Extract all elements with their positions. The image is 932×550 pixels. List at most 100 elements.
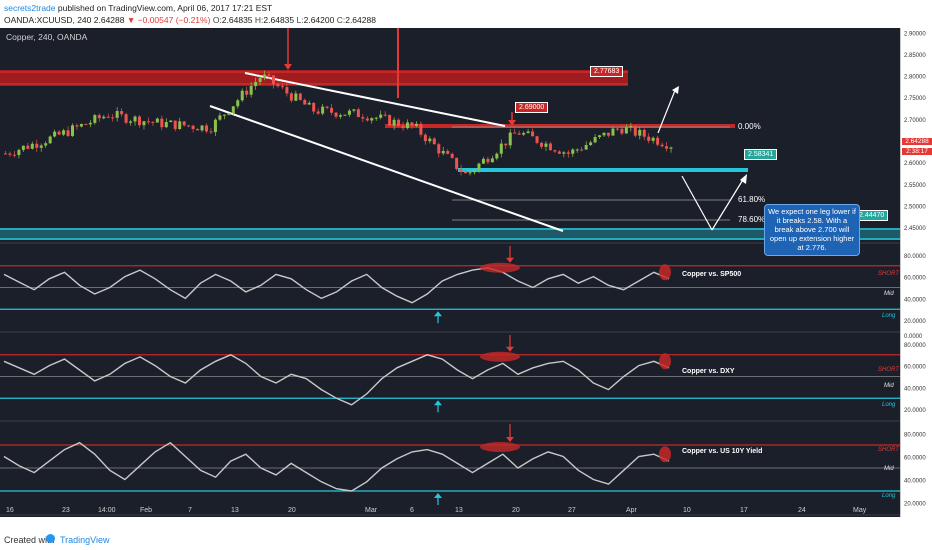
candle-body — [571, 149, 575, 154]
candle-body — [361, 117, 365, 119]
candle-body — [406, 122, 409, 129]
candle-body — [508, 132, 512, 146]
candle-body — [397, 119, 401, 126]
candle-body — [651, 137, 655, 141]
candle-body — [423, 134, 427, 142]
candle-body — [562, 152, 566, 154]
overbought-highlight — [659, 446, 671, 463]
candle-body — [124, 114, 128, 123]
candle-body — [526, 131, 530, 134]
candle-body — [473, 170, 476, 173]
candle-body — [169, 120, 173, 123]
time-tick-label: 20 — [288, 507, 296, 514]
candle-body — [79, 124, 83, 127]
candle-body — [93, 115, 97, 123]
long-label-1: Long — [882, 313, 896, 319]
candle-body — [30, 143, 34, 149]
price-series — [4, 70, 673, 176]
candle-body — [401, 125, 405, 129]
candle-body — [410, 122, 414, 126]
mid-label-1: Mid — [884, 291, 894, 297]
time-tick-label: 24 — [798, 507, 806, 514]
lower-trendline — [209, 105, 564, 232]
price-axis[interactable]: 80.0000 60.0000 40.0000 20.0000 0.0000 80.000… — [900, 28, 932, 517]
time-tick-label: May — [853, 507, 867, 514]
tradingview-link[interactable]: TradingView — [60, 535, 110, 545]
candle-body — [312, 102, 316, 112]
countdown-marker: 2:38:17 — [902, 148, 932, 155]
osc-title-dxy: Copper vs. DXY — [682, 368, 735, 375]
price-label-2-58341: 2.58341 — [744, 149, 778, 160]
candle-body — [289, 93, 293, 101]
open-value: 2.64835 — [221, 15, 253, 25]
time-tick-label: 7 — [188, 507, 192, 514]
candle-body — [441, 150, 445, 154]
candle-body — [370, 118, 374, 121]
short-label-1: SHORT — [878, 271, 899, 277]
candle-body — [321, 106, 325, 114]
candle-body — [173, 120, 177, 130]
candle-body — [263, 74, 267, 78]
candle-body — [499, 143, 503, 154]
candle-body — [598, 135, 602, 138]
candle-body — [129, 121, 133, 123]
osc-tick-label: 80.0000 — [904, 343, 926, 349]
candle-body — [218, 115, 222, 120]
candle-body — [48, 136, 52, 144]
candle-body — [115, 111, 119, 118]
candle-body — [575, 149, 579, 151]
candle-body — [428, 138, 432, 142]
candle-body — [414, 123, 418, 126]
candle-body — [88, 122, 92, 125]
candle-body — [647, 136, 651, 141]
price-tick-label: 2.85000 — [904, 53, 926, 59]
candle-body — [557, 151, 561, 154]
candle-body — [374, 117, 378, 119]
candle-body — [160, 118, 164, 128]
candle-body — [517, 133, 521, 135]
candle-body — [272, 75, 275, 85]
high-label: H: — [254, 15, 264, 25]
chart-canvas[interactable]: 16 23 14:00 Feb 7 13 20 Mar 6 13 20 27 Apr 10 17 24 May … — [0, 28, 900, 517]
candle-body — [584, 145, 588, 150]
resistance-zone — [0, 70, 628, 86]
osc-tick-label: 80.0000 — [904, 433, 926, 439]
candle-body — [615, 128, 619, 130]
candle-body — [325, 106, 329, 108]
candle-body — [602, 132, 606, 136]
candle-body — [222, 114, 226, 116]
candle-body — [459, 168, 463, 172]
candle-body — [75, 125, 79, 127]
fib-label-786: 78.60% — [738, 215, 766, 224]
osc-tick-label: 20.0000 — [904, 502, 926, 508]
oscillator-panels — [0, 246, 900, 505]
candle-body — [187, 125, 191, 127]
time-tick-label: 13 — [231, 507, 239, 514]
osc-tick-label: 60.0000 — [904, 365, 926, 371]
candle-body — [178, 121, 182, 130]
price-tick-label: 2.60000 — [904, 161, 926, 167]
symbol-line: OANDA:XCUUSD, 240 2.64288 ▼ −0.00547 (−0… — [4, 15, 376, 25]
author-link[interactable]: secrets2trade — [4, 3, 56, 13]
time-tick-label: 20 — [512, 507, 520, 514]
osc-title-sp500: Copper vs. SP500 — [682, 271, 742, 278]
candle-body — [531, 131, 535, 137]
osc-tick-label: 60.0000 — [904, 456, 926, 462]
candle-body — [379, 114, 383, 118]
price-tick-label: 2.75000 — [904, 96, 926, 102]
time-tick-label: 14:00 — [98, 507, 116, 514]
candle-body — [343, 114, 347, 116]
fib-label-0: 0.00% — [738, 122, 761, 131]
candle-body — [8, 153, 12, 155]
candle-body — [656, 137, 660, 145]
candle-body — [339, 115, 342, 117]
candle-body — [356, 109, 360, 118]
resistance-band — [385, 124, 735, 128]
candle-body — [566, 152, 570, 154]
long-label-3: Long — [882, 493, 896, 499]
time-tick-label: 27 — [568, 507, 576, 514]
osc-tick-label: 40.0000 — [904, 479, 926, 485]
candle-body — [522, 133, 526, 135]
time-tick-label: 23 — [62, 507, 70, 514]
candle-body — [276, 84, 280, 87]
